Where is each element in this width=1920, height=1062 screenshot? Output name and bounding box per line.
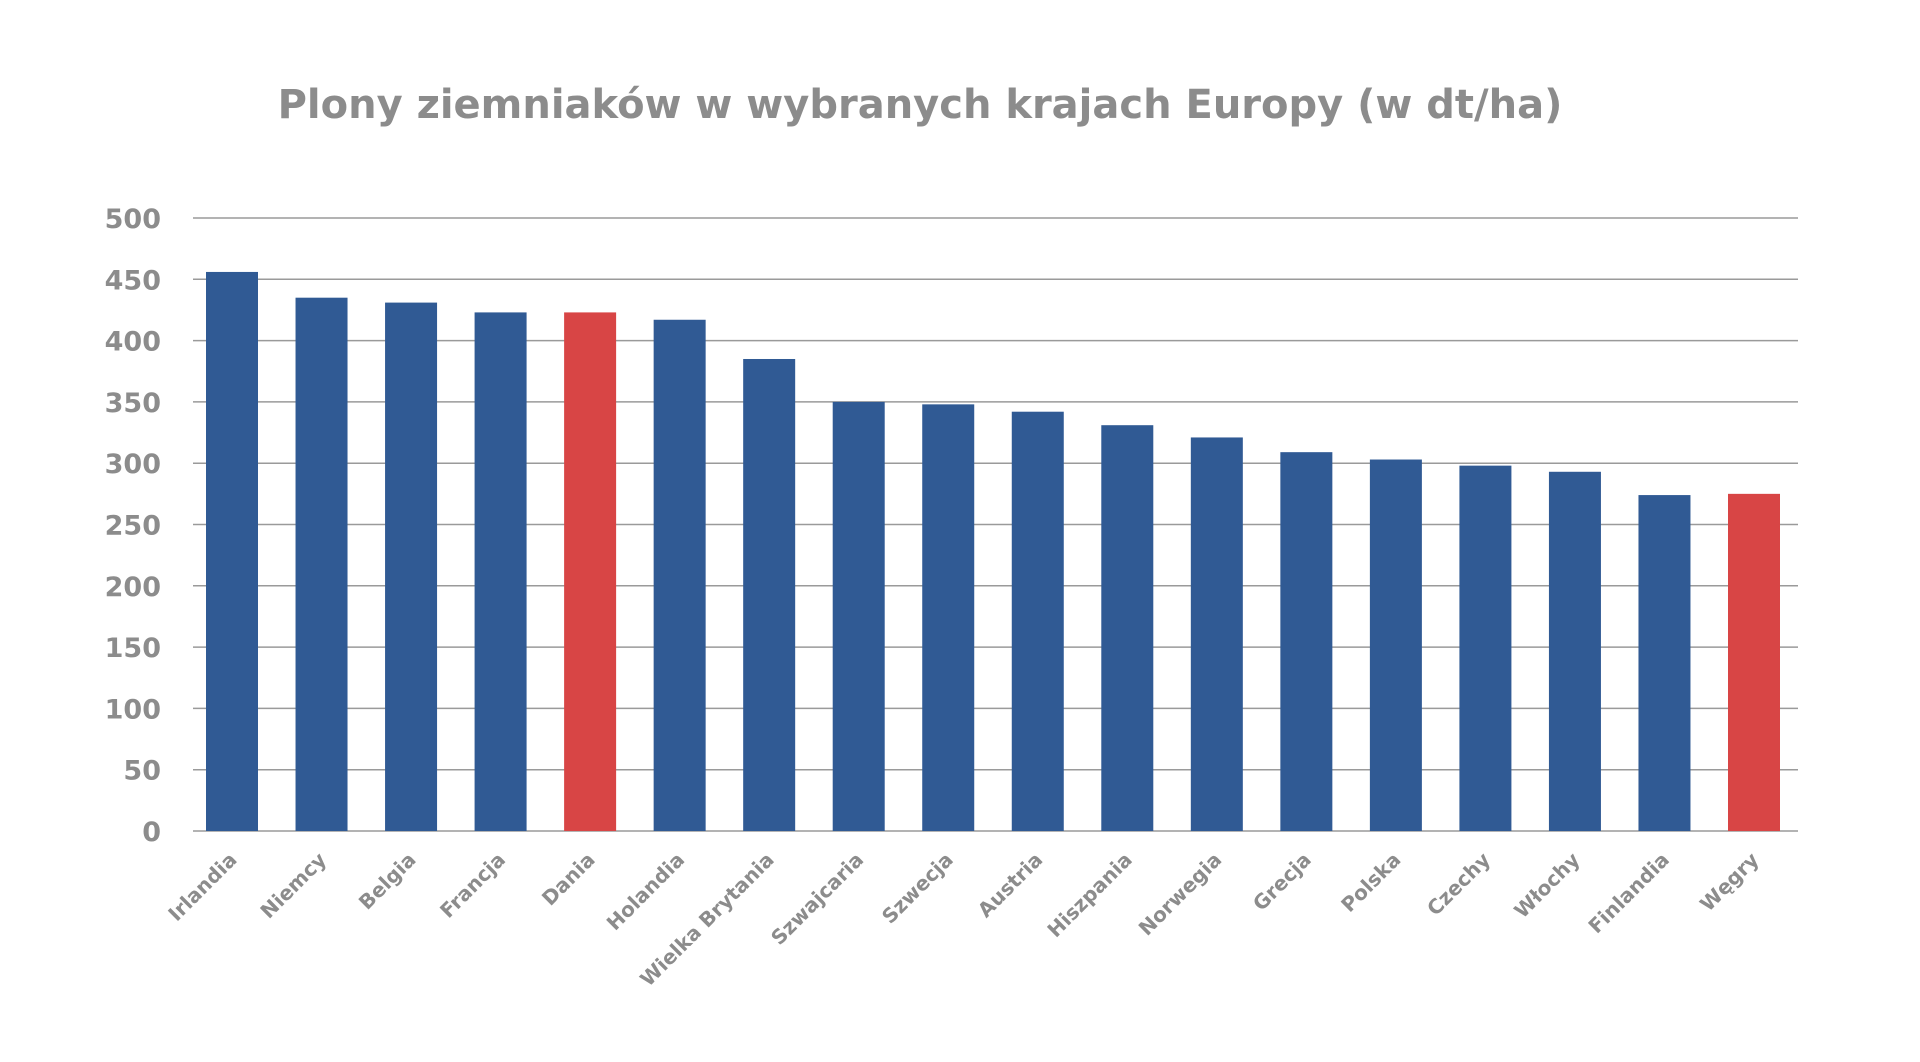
bar-wielka-brytania: [743, 358, 796, 831]
bar-dania: [564, 312, 617, 832]
x-tick-label: Holandia: [602, 848, 690, 936]
x-tick-label: Belgia: [354, 848, 421, 915]
bar-szwecja: [922, 404, 975, 831]
x-tick-label: Włochy: [1509, 848, 1584, 923]
bar-belgia: [385, 302, 438, 831]
bar-hiszpania: [1101, 425, 1154, 831]
bar-czechy: [1459, 465, 1512, 831]
bar-polska: [1369, 459, 1422, 831]
bar-szwajcaria: [832, 401, 885, 831]
x-tick-label: Francja: [435, 848, 510, 923]
y-tick-label: 200: [105, 572, 161, 603]
y-tick-label: 100: [105, 694, 161, 725]
x-tick-label: Czechy: [1422, 848, 1495, 921]
y-tick-label: 400: [105, 327, 161, 358]
bar-finlandia: [1638, 495, 1691, 831]
y-tick-label: 350: [105, 388, 161, 419]
bar-norwegia: [1190, 437, 1243, 831]
x-tick-label: Szwecja: [877, 848, 958, 929]
bar-francja: [474, 312, 527, 832]
y-tick-label: 0: [142, 817, 161, 848]
bar-holandia: [653, 319, 706, 831]
x-tick-label: Polska: [1336, 848, 1405, 917]
y-tick-label: 250: [105, 511, 161, 542]
x-tick-label: Finlandia: [1583, 848, 1674, 939]
x-tick-label: Węgry: [1695, 848, 1763, 916]
y-tick-label: 450: [105, 265, 161, 296]
bar-austria: [1011, 411, 1064, 831]
bar-włochy: [1548, 471, 1601, 831]
bar-grecja: [1280, 452, 1333, 831]
x-tick-label: Dania: [537, 848, 600, 911]
bar-irlandia: [206, 271, 258, 832]
bar-węgry: [1728, 493, 1780, 831]
y-tick-label: 50: [123, 756, 161, 787]
x-tick-label: Niemcy: [255, 848, 331, 924]
x-tick-label: Norwegia: [1134, 848, 1227, 941]
chart-title: Plony ziemniaków w wybranych krajach Eur…: [277, 82, 1563, 128]
x-tick-label: Austria: [973, 848, 1048, 923]
bar-niemcy: [295, 297, 348, 831]
x-tick-label: Grecja: [1248, 848, 1316, 916]
x-tick-label: Szwajcaria: [766, 848, 868, 950]
x-tick-label: Hiszpania: [1042, 848, 1136, 942]
x-tick-label: Irlandia: [163, 848, 241, 926]
y-tick-label: 500: [105, 204, 161, 235]
y-tick-label: 300: [105, 449, 161, 480]
y-tick-label: 150: [105, 633, 161, 664]
